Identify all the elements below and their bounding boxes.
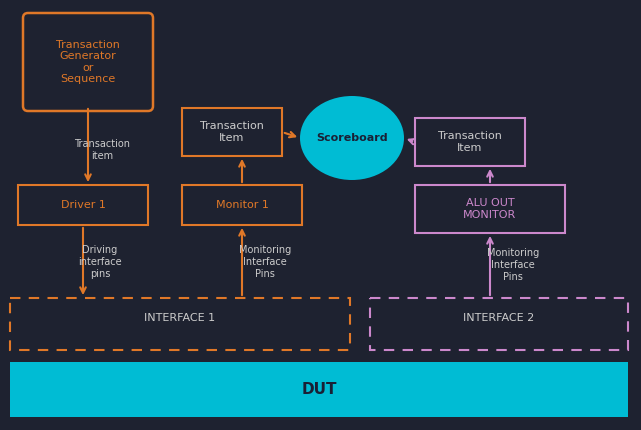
Text: INTERFACE 2: INTERFACE 2 <box>463 313 535 323</box>
Text: Transaction
item: Transaction item <box>74 139 130 161</box>
Bar <box>182 185 302 225</box>
Bar <box>370 298 628 350</box>
Text: Monitoring
Interface
Pins: Monitoring Interface Pins <box>487 249 539 282</box>
Text: Monitoring
Interface
Pins: Monitoring Interface Pins <box>239 246 291 279</box>
Bar <box>415 185 565 233</box>
Text: Transaction
Generator
or
Sequence: Transaction Generator or Sequence <box>56 40 120 84</box>
Bar <box>415 118 525 166</box>
Text: Driver 1: Driver 1 <box>60 200 105 210</box>
Text: Driving
interface
pins: Driving interface pins <box>78 246 122 279</box>
FancyBboxPatch shape <box>23 13 153 111</box>
Text: Scoreboard: Scoreboard <box>316 133 388 143</box>
Bar <box>10 362 628 417</box>
Bar <box>10 298 350 350</box>
Text: ALU OUT
MONITOR: ALU OUT MONITOR <box>463 198 517 220</box>
Text: Transaction
Item: Transaction Item <box>438 131 502 153</box>
Bar <box>182 108 282 156</box>
Text: INTERFACE 1: INTERFACE 1 <box>144 313 215 323</box>
Bar <box>18 185 148 225</box>
Text: Monitor 1: Monitor 1 <box>215 200 269 210</box>
Text: DUT: DUT <box>301 382 337 397</box>
Text: Transaction
Item: Transaction Item <box>200 121 264 143</box>
Ellipse shape <box>300 96 404 180</box>
